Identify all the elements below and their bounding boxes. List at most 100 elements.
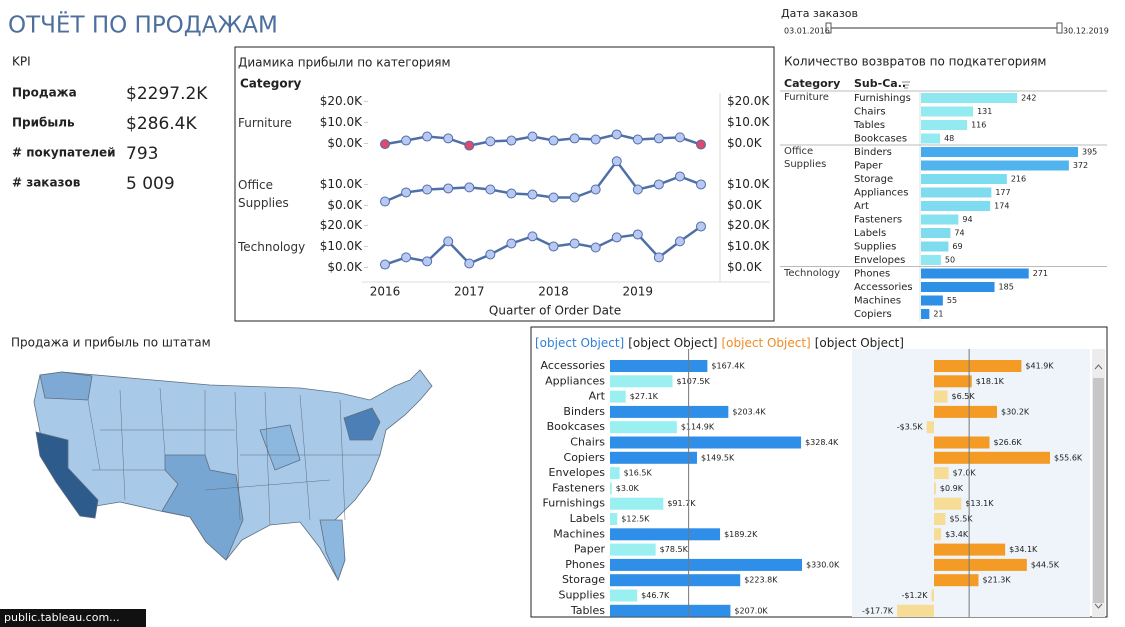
bar: [610, 543, 656, 556]
scroll-arrows[interactable]: [1094, 364, 1103, 609]
point: [674, 132, 685, 143]
group-label: Furniture: [784, 92, 829, 103]
value-label: 55: [947, 296, 957, 305]
x-tick-label: 2018: [538, 285, 569, 299]
category-label: Art: [854, 201, 869, 212]
bar: [921, 309, 930, 319]
point: [569, 238, 580, 249]
map-state: [161, 454, 244, 561]
line: [384, 225, 702, 266]
category-label: Furnishings: [543, 497, 606, 510]
category-label: Binders: [854, 147, 892, 158]
value-label: $16.5K: [624, 469, 653, 478]
map-title: Продажа и прибыль по штатам: [11, 336, 211, 350]
line: [384, 159, 702, 203]
point: [527, 131, 538, 142]
point: [653, 179, 664, 190]
value-label: 216: [1011, 175, 1026, 184]
point: [548, 135, 559, 146]
category-label: Fasteners: [854, 215, 902, 226]
bar: [610, 589, 638, 602]
point: [632, 134, 643, 145]
bar: [610, 558, 802, 571]
value-label: $27.1K: [630, 392, 659, 401]
bar: [921, 255, 941, 265]
point: [401, 252, 412, 263]
kpi-value: $286.4K: [126, 114, 197, 134]
group-label: Office Supplies: [784, 146, 827, 170]
point: [380, 196, 390, 207]
scrollbar-thumb[interactable]: [1093, 378, 1104, 603]
sort-icon[interactable]: [902, 81, 910, 89]
value-label: $203.4K: [732, 407, 766, 416]
value-label: 177: [995, 188, 1010, 197]
panel-label-box: Technology: [238, 240, 305, 254]
category-label: Bookcases: [854, 134, 907, 145]
category-label: Labels: [570, 512, 606, 525]
x-tick-label: 2019: [623, 285, 654, 299]
value-label: $189.2K: [724, 530, 758, 539]
value-label: $5.5K: [949, 515, 973, 524]
bar: [921, 147, 1078, 157]
bar: [934, 513, 946, 525]
filter-label: Дата заказов: [781, 7, 858, 20]
category-label: Copiers: [564, 451, 606, 464]
point: [590, 184, 601, 195]
value-label: $21.3K: [982, 576, 1011, 585]
value-label: $3.4K: [945, 530, 969, 539]
slider-handle[interactable]: [1056, 22, 1063, 34]
bar: [934, 360, 1022, 372]
point: [506, 135, 517, 146]
bar: [921, 93, 1018, 103]
legend-title: Category: [240, 77, 302, 91]
bar: [934, 497, 962, 510]
category-label: Paper: [854, 161, 883, 172]
point: [464, 258, 475, 269]
point: [611, 232, 622, 243]
y2-tick-label: $0.0K: [727, 260, 763, 274]
category-label: Binders: [563, 405, 605, 418]
category-label: Machines: [854, 296, 901, 307]
panel-label-box: Furniture: [238, 116, 292, 130]
map-state: [39, 371, 93, 401]
category-label: Tables: [570, 604, 605, 617]
bar: [931, 589, 934, 602]
kpi-value: 793: [126, 144, 158, 164]
panel-border: [234, 46, 775, 322]
title-part: [object Object]: [722, 336, 811, 350]
us-map: [33, 369, 433, 582]
kpi-title: KPI: [12, 55, 31, 69]
bar: [934, 375, 972, 388]
category-label: Art: [589, 390, 606, 403]
bar: [921, 228, 951, 238]
value-label: 48: [944, 134, 954, 143]
kpi-label: Прибыль: [12, 116, 75, 130]
y2-tick-label: $10.0K: [727, 177, 770, 191]
category-label: Envelopes: [549, 466, 606, 479]
x-axis-label: Quarter of Order Date: [489, 304, 621, 318]
category-label: Furnishings: [854, 93, 911, 104]
point: [527, 231, 538, 242]
category-label: Appliances: [854, 188, 908, 199]
bar: [921, 133, 941, 144]
point: [380, 139, 390, 150]
point: [674, 171, 685, 182]
value-label: $30.2K: [1001, 407, 1030, 416]
y2-tick-label: $0.0K: [727, 198, 763, 212]
slider-handle[interactable]: [825, 22, 832, 34]
map-state: [35, 431, 99, 519]
bar: [610, 451, 697, 464]
value-label: 50: [945, 256, 955, 265]
kpi-value: $2297.2K: [126, 84, 208, 104]
panel-label-box: Office Supplies: [238, 178, 289, 210]
y-tick-label: $20.0K: [320, 218, 363, 232]
point: [506, 238, 517, 249]
category-label: Fasteners: [552, 481, 605, 494]
y2-tick-label: $0.0K: [727, 136, 763, 150]
bar: [610, 574, 741, 587]
point: [632, 184, 643, 195]
value-label: $44.5K: [1031, 560, 1060, 569]
point: [443, 236, 454, 247]
bar: [610, 513, 618, 525]
